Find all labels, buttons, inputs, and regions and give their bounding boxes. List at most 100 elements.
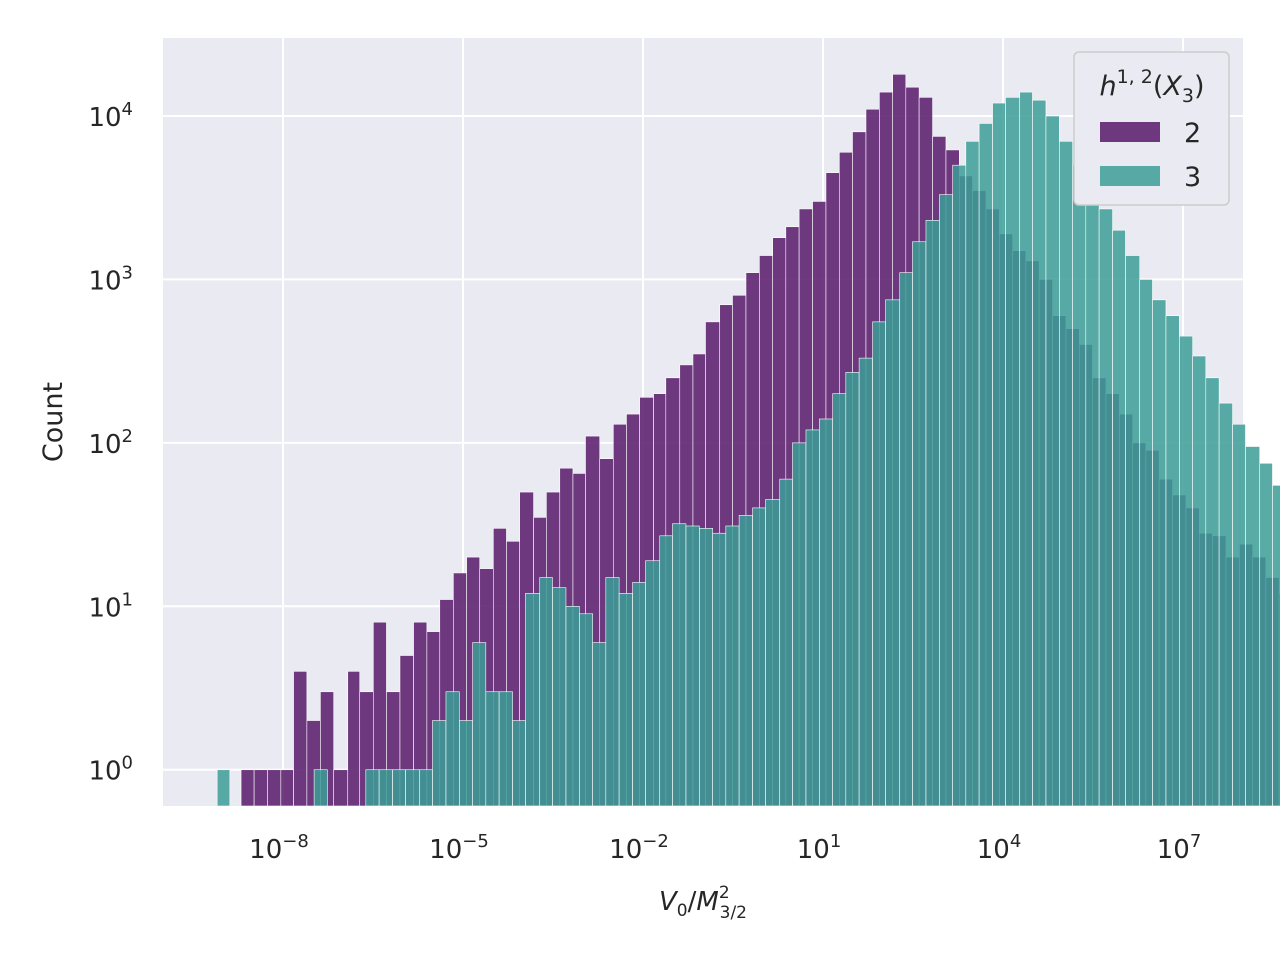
x-tick-label: 101 xyxy=(797,831,842,865)
histogram-bar-series-3 xyxy=(672,523,687,807)
histogram-bar-series-3 xyxy=(645,560,661,807)
histogram-bar-series-3 xyxy=(605,577,620,807)
histogram-bar-series-3 xyxy=(1139,279,1153,807)
histogram-bar-series-3 xyxy=(1272,484,1280,807)
histogram-bar-series-3 xyxy=(539,577,553,807)
histogram-bar-series-3 xyxy=(632,582,646,807)
histogram-bar-series-3 xyxy=(765,499,781,807)
histogram-bar-series-3 xyxy=(819,418,833,807)
histogram-bar-series-3 xyxy=(1245,446,1261,807)
x-tick-label: 104 xyxy=(977,831,1022,865)
histogram-bar-series-2 xyxy=(253,769,268,807)
histogram-bar-series-3 xyxy=(498,691,513,807)
bars xyxy=(216,73,1280,807)
legend-swatch-3 xyxy=(1100,166,1160,186)
histogram-bar-series-3 xyxy=(858,357,873,807)
histogram-bar-series-3 xyxy=(459,720,473,807)
histogram-bar-series-2 xyxy=(293,671,308,807)
histogram-bar-series-3 xyxy=(805,429,820,807)
histogram-bar-series-3 xyxy=(1045,115,1060,807)
histogram-bar-series-3 xyxy=(579,613,593,807)
y-tick-labels: 100 101 102 103 104 xyxy=(88,99,133,787)
histogram-bar-series-3 xyxy=(432,720,447,807)
histogram-bar-series-3 xyxy=(445,691,460,807)
histogram-bar-series-3 xyxy=(485,691,500,807)
histogram-bar-series-3 xyxy=(1259,462,1273,807)
histogram-bar-series-3 xyxy=(752,507,766,807)
histogram-bar-series-3 xyxy=(912,241,927,807)
x-axis-title: V0/M2 3/2 xyxy=(659,883,747,923)
histogram-bar-series-3 xyxy=(699,528,713,807)
histogram-bar-series-2 xyxy=(267,769,282,807)
histogram-bar-series-3 xyxy=(885,299,901,807)
histogram-bar-series-3 xyxy=(1059,140,1073,807)
histogram-bar-series-3 xyxy=(925,219,940,807)
x-tick-label: 107 xyxy=(1157,831,1202,865)
legend-title: h1, 2(X3) xyxy=(1099,66,1204,107)
histogram-bar-series-2 xyxy=(240,769,255,807)
histogram-bar-series-3 xyxy=(1179,335,1193,807)
histogram-bar-series-3 xyxy=(1218,402,1233,807)
histogram-bar-series-3 xyxy=(1165,315,1180,807)
histogram-bar-series-3 xyxy=(512,720,526,807)
histogram-bar-series-2 xyxy=(333,769,349,807)
y-tick-label: 102 xyxy=(88,426,133,460)
histogram-bar-series-3 xyxy=(565,606,580,807)
y-axis-title: Count xyxy=(38,382,69,462)
histogram-bar-series-3 xyxy=(659,535,673,807)
x-tick-labels: 10−8 10−5 10−2 101 104 107 xyxy=(249,831,1201,865)
histogram-bar-series-3 xyxy=(1112,229,1126,807)
x-tick-label: 10−5 xyxy=(429,831,489,865)
histogram-bar-series-3 xyxy=(592,642,607,807)
histogram-bar-series-3 xyxy=(525,593,541,807)
y-tick-label: 103 xyxy=(88,262,133,296)
histogram-bar-series-3 xyxy=(552,587,567,807)
histogram-bar-series-3 xyxy=(725,525,740,807)
x-tick-label: 10−2 xyxy=(609,831,669,865)
histogram-bar-series-3 xyxy=(978,123,993,807)
legend-label-2: 2 xyxy=(1184,118,1201,149)
histogram-bar-series-3 xyxy=(1019,91,1033,807)
x-tick-label: 10−8 xyxy=(249,831,309,865)
y-tick-label: 101 xyxy=(88,589,133,623)
histogram-bar-series-3 xyxy=(313,769,328,807)
histogram-bar-series-3 xyxy=(712,532,727,807)
y-tick-label: 100 xyxy=(88,753,133,787)
histogram-bar-series-3 xyxy=(738,515,753,807)
histogram-bar-series-3 xyxy=(1232,423,1246,807)
histogram-bar-series-3 xyxy=(685,525,700,807)
histogram-bar-series-3 xyxy=(419,769,433,807)
histogram-bar-series-3 xyxy=(832,393,847,807)
histogram-bar-series-3 xyxy=(1032,99,1047,807)
histogram-bar-series-2 xyxy=(280,769,294,807)
histogram-bar-series-3 xyxy=(1205,377,1220,807)
histogram-bar-series-2 xyxy=(347,671,361,807)
legend-label-3: 3 xyxy=(1184,162,1201,193)
histogram-bar-series-3 xyxy=(618,593,633,807)
y-tick-label: 104 xyxy=(88,99,133,133)
legend-swatch-2 xyxy=(1100,122,1160,142)
histogram-bar-series-3 xyxy=(1192,355,1207,807)
histogram-bar-series-3 xyxy=(952,164,967,807)
histogram-bar-series-3 xyxy=(965,140,980,807)
histogram-bar-series-3 xyxy=(1125,255,1141,807)
histogram-bar-series-3 xyxy=(216,769,231,807)
histogram-bar-series-3 xyxy=(1072,164,1087,807)
histogram-bar-series-3 xyxy=(1085,186,1100,807)
legend: h1, 2(X3) 2 3 xyxy=(1073,51,1230,206)
histogram-bar-series-3 xyxy=(472,642,487,807)
histogram-bar-series-3 xyxy=(1098,208,1113,807)
histogram-bar-series-3 xyxy=(392,769,406,807)
histogram-bar-series-3 xyxy=(1152,299,1167,807)
histogram-bar-series-3 xyxy=(365,769,380,807)
histogram-bar-series-3 xyxy=(872,321,886,807)
histogram-bar-series-3 xyxy=(779,478,793,807)
histogram-bar-series-3 xyxy=(939,194,953,807)
histogram-bar-series-3 xyxy=(378,769,393,807)
histogram-bar-series-3 xyxy=(405,769,421,807)
histogram-bar-series-3 xyxy=(792,442,807,807)
histogram-bar-series-3 xyxy=(992,102,1006,807)
histogram-bar-series-3 xyxy=(899,272,913,807)
histogram-bar-series-3 xyxy=(1005,97,1021,807)
